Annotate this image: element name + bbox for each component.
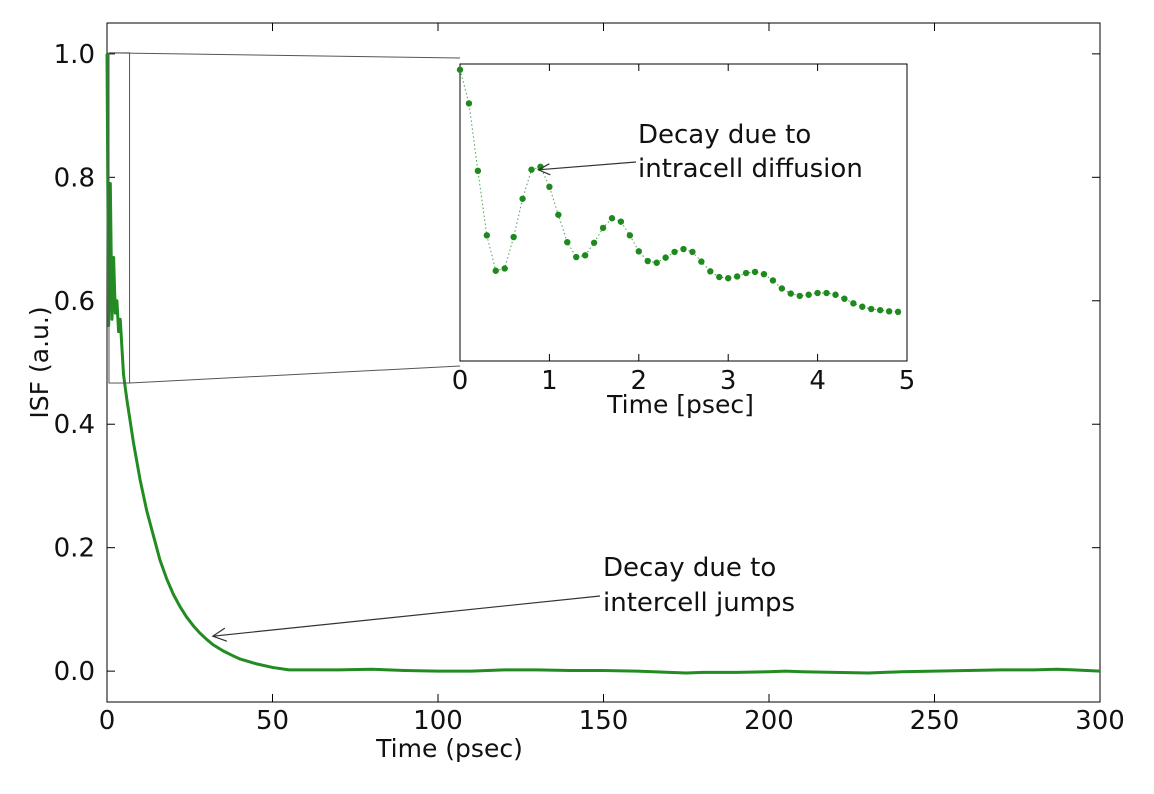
inset-data-point bbox=[608, 215, 616, 222]
inset-data-point bbox=[787, 290, 794, 297]
x-tick-label: 100 bbox=[413, 706, 463, 736]
inset-plot: 0 1 2 3 4 5 Time [psec] Decay due to intracell d… bbox=[452, 63, 916, 419]
inset-x-tick-label: 1 bbox=[541, 366, 558, 396]
inset-axes-frame bbox=[459, 63, 908, 362]
zoom-connector-lines bbox=[108, 52, 461, 384]
inset-data-point bbox=[465, 100, 473, 107]
intercell-arrow-head bbox=[211, 627, 228, 642]
inset-data-point bbox=[778, 285, 786, 292]
inset-data-point bbox=[823, 289, 830, 297]
zoom-connector-top bbox=[108, 52, 461, 59]
inset-x-tick-label: 0 bbox=[452, 366, 469, 396]
inset-data-point bbox=[859, 303, 866, 310]
x-tick-label: 0 bbox=[99, 706, 116, 736]
inset-data-point bbox=[635, 248, 642, 255]
inset-data-point bbox=[751, 268, 759, 276]
x-tick-label: 150 bbox=[579, 706, 629, 736]
main-plot: 0 50 100 150 200 250 3000.00.20.40.60.81.0Time… bbox=[25, 22, 1125, 763]
inset-data-point bbox=[742, 269, 750, 277]
inset-data-point bbox=[680, 245, 687, 253]
intracell-annotation-line1: Decay due to bbox=[638, 120, 811, 150]
inset-data-point bbox=[546, 183, 553, 190]
x-tick-label: 50 bbox=[256, 706, 289, 736]
inset-data-point bbox=[653, 259, 660, 266]
inset-x-tick-label: 2 bbox=[631, 366, 648, 396]
inset-data-point bbox=[769, 277, 777, 284]
inset-data-point bbox=[725, 274, 732, 282]
inset-data-point bbox=[733, 273, 741, 280]
inset-data-point bbox=[474, 167, 482, 175]
inset-data-point bbox=[850, 300, 857, 307]
y-tick-label: 1.0 bbox=[54, 40, 95, 70]
inset-data-point bbox=[564, 239, 571, 246]
inset-data-point bbox=[644, 257, 651, 265]
inset-x-tick-label: 5 bbox=[899, 366, 916, 396]
inset-data-point bbox=[876, 306, 884, 314]
y-tick-label: 0.4 bbox=[54, 410, 95, 440]
inset-data-point bbox=[626, 232, 634, 239]
inset-data-point bbox=[814, 289, 821, 297]
inset-data-point bbox=[832, 291, 839, 298]
inset-data-point bbox=[671, 248, 678, 256]
inset-data-point bbox=[689, 248, 696, 256]
inset-data-point bbox=[760, 270, 768, 278]
inset-data-point bbox=[805, 291, 812, 298]
y-tick-label: 0.6 bbox=[54, 287, 95, 317]
y-tick-label: 0.0 bbox=[54, 657, 95, 687]
x-tick-label: 200 bbox=[744, 706, 794, 736]
inset-data-point bbox=[590, 239, 598, 246]
y-axis-label: ISF (a.u.) bbox=[25, 306, 54, 418]
intracell-arrow-head bbox=[536, 163, 551, 176]
inset-data-point bbox=[894, 308, 902, 316]
intercell-annotation-line2: intercell jumps bbox=[603, 588, 795, 618]
inset-x-axis-label: Time [psec] bbox=[606, 390, 754, 419]
x-axis-label: Time (psec) bbox=[375, 734, 523, 763]
inset-data-point bbox=[796, 292, 803, 300]
inset-data-point bbox=[698, 258, 705, 265]
y-tick-label: 0.8 bbox=[54, 163, 95, 193]
inset-data-point bbox=[599, 224, 607, 232]
inset-data-point bbox=[617, 218, 625, 225]
zoom-connector-bottom bbox=[129, 365, 461, 384]
inset-data-point bbox=[868, 305, 875, 313]
intracell-annotation-line2: intracell diffusion bbox=[638, 154, 863, 184]
inset-data-point bbox=[501, 265, 508, 272]
isf-decay-line bbox=[105, 53, 1101, 675]
intracell-arrow-line bbox=[538, 161, 637, 171]
inset-data-point bbox=[707, 268, 714, 275]
intercell-annotation-line1: Decay due to bbox=[603, 553, 776, 583]
inset-data-point bbox=[492, 267, 499, 274]
inset-data-point bbox=[716, 273, 723, 281]
inset-x-tick-label: 4 bbox=[809, 366, 826, 396]
inset-data-point bbox=[662, 254, 669, 261]
inset-x-tick-label: 3 bbox=[720, 366, 737, 396]
y-tick-label: 0.2 bbox=[54, 534, 95, 564]
inset-data-point bbox=[528, 166, 535, 173]
inset-data-point bbox=[573, 253, 580, 261]
inset-data-point bbox=[456, 66, 464, 73]
inset-data-point bbox=[510, 233, 517, 241]
inset-data-point bbox=[555, 211, 562, 218]
x-tick-label: 300 bbox=[1075, 706, 1125, 736]
inset-data-point bbox=[581, 252, 589, 259]
inset-data-point bbox=[519, 195, 526, 202]
inset-data-point bbox=[841, 295, 848, 302]
x-tick-label: 250 bbox=[910, 706, 960, 736]
intercell-arrow-line bbox=[212, 595, 601, 637]
inset-data-point bbox=[885, 308, 893, 315]
inset-data-point bbox=[483, 232, 491, 239]
